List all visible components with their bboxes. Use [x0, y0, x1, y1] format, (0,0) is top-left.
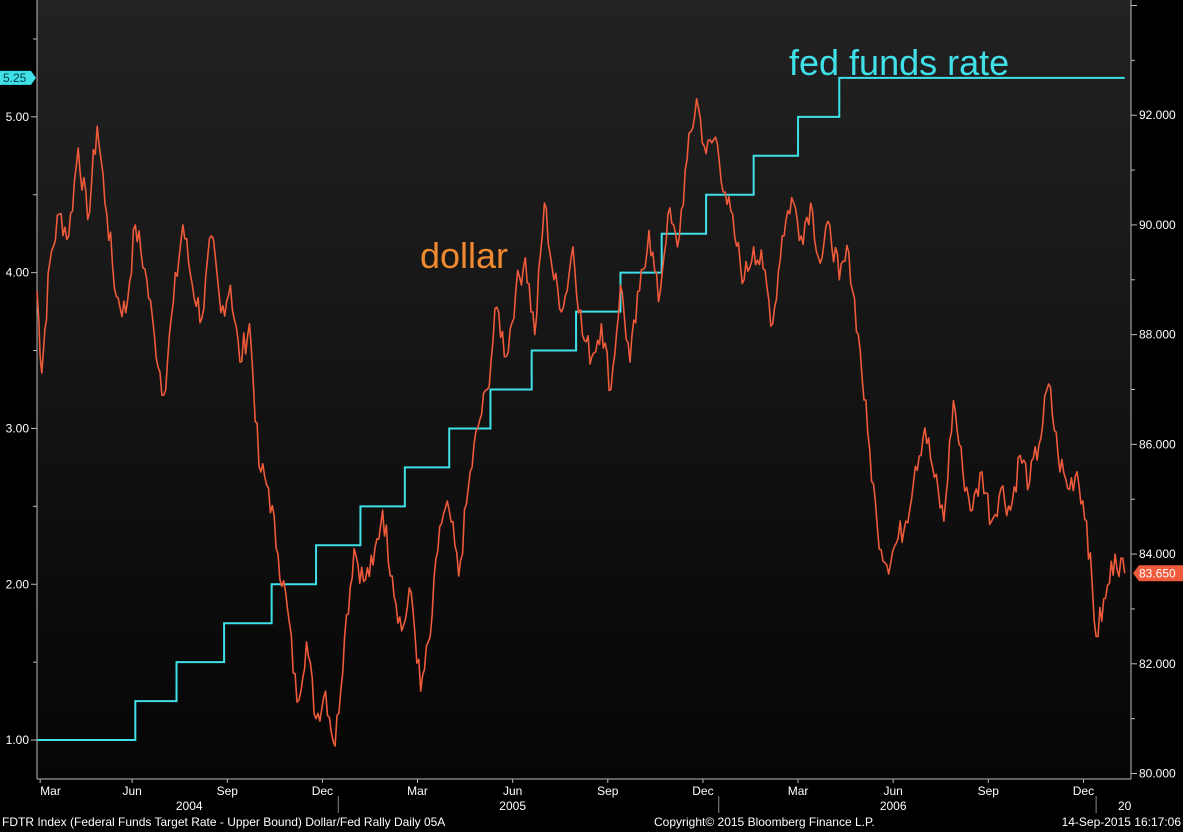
right-tick-label: 86.000 [1139, 437, 1176, 451]
last-value-labels: 5.25 83.650 [0, 70, 1183, 582]
right-tick-label: 90.000 [1139, 218, 1176, 232]
dollar-annotation: dollar [420, 235, 508, 276]
month-label: Jun [122, 784, 141, 798]
year-label: 20 [1118, 799, 1132, 813]
footer-center: Copyright© 2015 Bloomberg Finance L.P. [654, 815, 875, 829]
footer-left: FDTR Index (Federal Funds Target Rate - … [2, 815, 446, 829]
fed-annotation: fed funds rate [789, 42, 1009, 83]
right-tick-label: 92.000 [1139, 108, 1176, 122]
month-label: Mar [788, 784, 809, 798]
dollar-line [36, 97, 1126, 747]
left-tick-label: 1.00 [6, 733, 30, 747]
dollar-last-value-label: 83.650 [1139, 566, 1176, 580]
left-tick-label: 2.00 [6, 577, 30, 591]
right-axis: 80.000 82.000 84.000 86.000 88.000 90.000 92.0… [1130, 0, 1176, 781]
right-tick-label: 82.000 [1139, 657, 1176, 671]
month-label: Dec [692, 784, 713, 798]
month-label: Jun [883, 784, 902, 798]
month-label: Mar [40, 784, 61, 798]
series-layer [36, 76, 1126, 747]
month-label: Jun [503, 784, 522, 798]
left-tick-label: 3.00 [6, 421, 30, 435]
right-tick-label: 80.000 [1139, 767, 1176, 781]
fed-last-value-label: 5.25 [3, 71, 27, 85]
month-label: Sep [217, 784, 239, 798]
right-tick-label: 84.000 [1139, 547, 1176, 561]
year-label: 2005 [499, 799, 526, 813]
left-tick-label: 4.00 [6, 266, 30, 280]
month-label: Dec [312, 784, 333, 798]
right-tick-label: 88.000 [1139, 328, 1176, 342]
footer-right: 14-Sep-2015 16:17:06 [1061, 815, 1181, 829]
left-axis: 1.00 2.00 3.00 4.00 5.00 [6, 0, 38, 779]
month-label: Sep [597, 784, 619, 798]
month-label: Sep [978, 784, 1000, 798]
dollar-last-value-badge [1133, 565, 1183, 582]
month-label: Dec [1073, 784, 1094, 798]
month-label: Mar [407, 784, 428, 798]
year-label: 2006 [880, 799, 907, 813]
plot-background [37, 0, 1131, 779]
fed-funds-rate-line [37, 76, 1125, 742]
fed-last-value-badge [0, 70, 36, 85]
year-label: 2004 [176, 799, 203, 813]
x-axis: Mar Jun Sep Dec Mar Jun Sep Dec Mar Jun Sep Dec 2004… [37, 778, 1132, 813]
left-tick-label: 5.00 [6, 110, 30, 124]
